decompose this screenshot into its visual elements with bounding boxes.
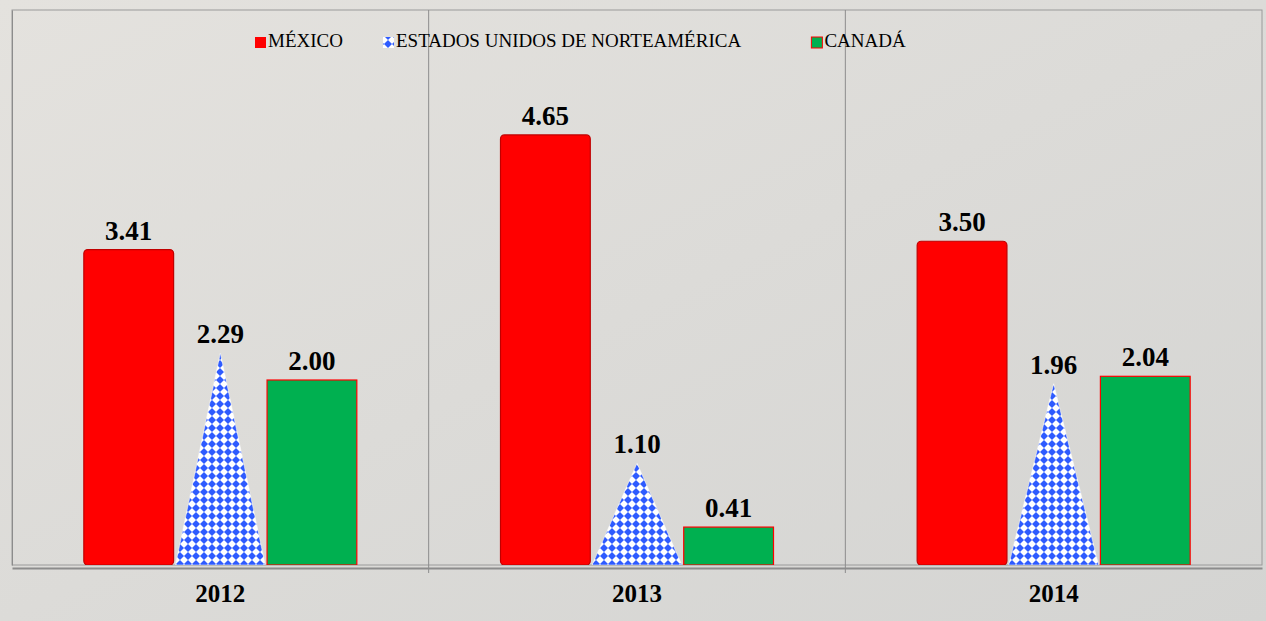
bar (592, 463, 682, 565)
chart-svg: 2012 2013 2014 3.41 4.65 3.50 2.29 1.10 1.96 2.00… (0, 0, 1266, 621)
bar (267, 380, 357, 565)
legend-key (255, 37, 266, 48)
data-label: 0.41 (705, 493, 752, 523)
legend-item: ESTADOS UNIDOS DE NORTEAMÉRICA (383, 30, 741, 51)
data-label: 1.96 (1030, 350, 1077, 380)
x-tick: 2014 (1029, 568, 1080, 607)
chart-container: 2012 2013 2014 3.41 4.65 3.50 2.29 1.10 1.96 2.00… (0, 0, 1266, 621)
x-tick-label: 2012 (195, 580, 245, 607)
legend-label: CANADÁ (824, 30, 906, 51)
data-label: 4.65 (522, 101, 569, 131)
bar (500, 135, 590, 565)
bar (84, 250, 174, 565)
data-label: 3.41 (105, 216, 152, 246)
legend: MÉXICO ESTADOS UNIDOS DE NORTEAMÉRICA CANA… (255, 30, 906, 51)
x-tick-label: 2013 (612, 580, 662, 607)
legend-label: MÉXICO (268, 30, 343, 51)
x-axis-line (13, 568, 1263, 570)
data-label: 2.00 (288, 346, 335, 376)
data-label: 1.10 (613, 429, 660, 459)
bar (1100, 376, 1190, 565)
data-label: 2.04 (1122, 342, 1169, 372)
x-tick: 2012 (195, 568, 245, 607)
y-axis-line (12, 11, 13, 566)
legend-key (811, 37, 822, 48)
legend-item: MÉXICO (255, 30, 343, 51)
data-label: 3.50 (938, 207, 985, 237)
bar (684, 527, 774, 565)
legend-label: ESTADOS UNIDOS DE NORTEAMÉRICA (396, 30, 741, 51)
x-tick-label: 2014 (1029, 580, 1080, 607)
bar (175, 353, 265, 565)
legend-item: CANADÁ (811, 30, 906, 51)
bar (1009, 384, 1099, 565)
y-axis (12, 11, 13, 566)
legend-key (383, 37, 394, 48)
x-tick: 2013 (612, 568, 662, 607)
bar (917, 241, 1007, 565)
plot-frame (12, 10, 1262, 565)
category-divider (845, 10, 846, 573)
data-label: 2.29 (197, 319, 244, 349)
x-axis: 2012 2013 2014 (13, 568, 1263, 607)
category-divider (428, 10, 429, 573)
data-labels: 3.41 4.65 3.50 2.29 1.10 1.96 2.00 0.41 2.04 (105, 101, 1169, 523)
bars (84, 135, 1190, 565)
background (0, 0, 1266, 621)
